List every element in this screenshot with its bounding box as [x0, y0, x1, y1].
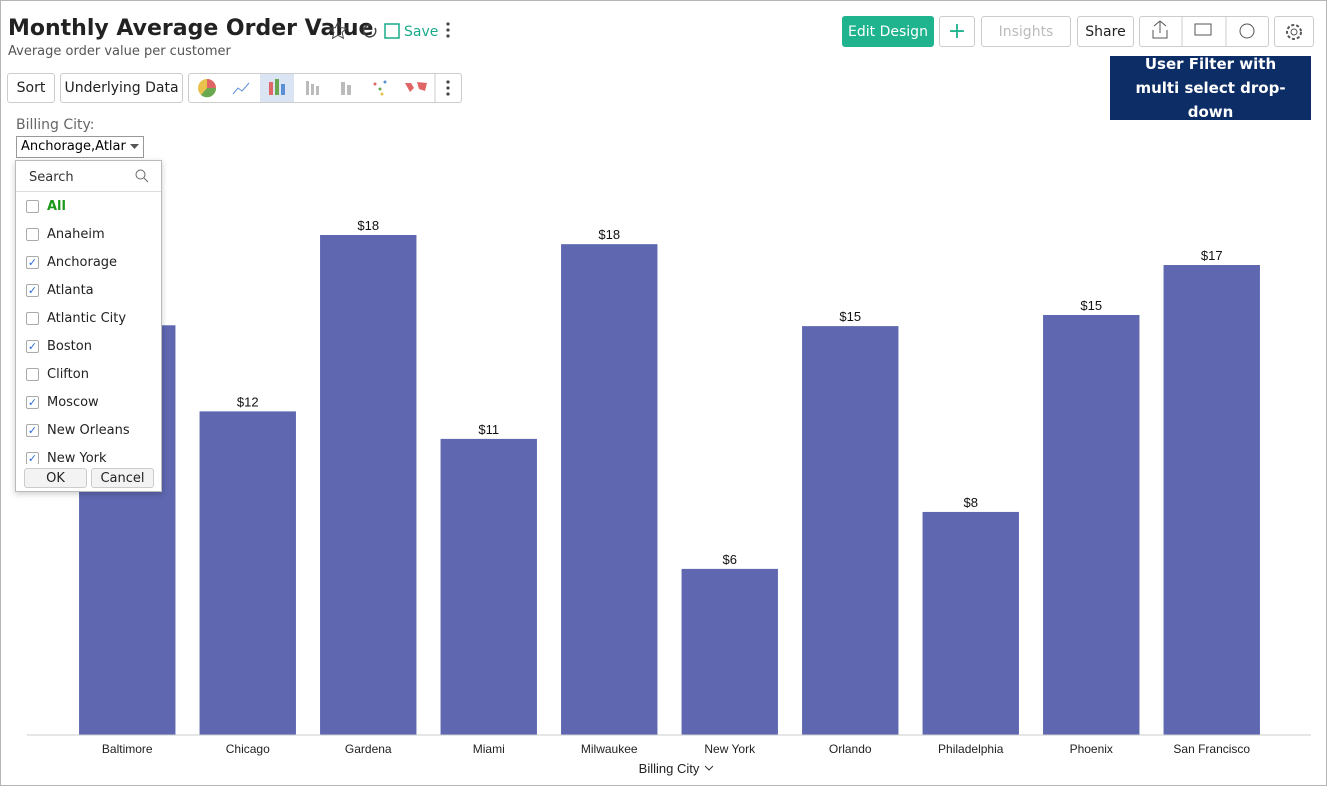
- option[interactable]: ✓ New York: [16, 444, 107, 464]
- checkbox[interactable]: [26, 311, 39, 325]
- option[interactable]: ✓ Boston: [16, 332, 92, 360]
- x-tick-label: Phoenix: [1070, 742, 1113, 756]
- option-label[interactable]: Anchorage: [47, 254, 118, 270]
- data-label: $15: [1080, 298, 1102, 313]
- checkbox[interactable]: ✓: [26, 423, 39, 437]
- checkbox[interactable]: [26, 199, 39, 213]
- option-label[interactable]: Atlanta: [47, 282, 94, 298]
- option-label[interactable]: Moscow: [47, 394, 99, 410]
- data-label: $17: [1201, 248, 1223, 263]
- option-label[interactable]: All: [47, 198, 66, 214]
- cancel-button[interactable]: Cancel: [91, 468, 154, 488]
- x-tick-label: Miami: [473, 742, 505, 756]
- x-tick-label: San Francisco: [1173, 742, 1250, 756]
- checkbox[interactable]: ✓: [26, 283, 39, 297]
- option[interactable]: All: [16, 192, 66, 220]
- bar: [681, 568, 778, 735]
- chart-type-icons[interactable]: [189, 74, 461, 102]
- data-label: $18: [598, 227, 620, 242]
- x-tick-label: Chicago: [226, 742, 270, 756]
- data-label: $15: [839, 309, 861, 324]
- option-list: All Anaheim ✓ Anchorage ✓ Atlanta Atlantic Cit…: [16, 192, 161, 464]
- checkbox[interactable]: ✓: [26, 395, 39, 409]
- option-label[interactable]: Anaheim: [47, 226, 105, 242]
- bar: [561, 244, 658, 735]
- option[interactable]: Atlantic City: [16, 304, 126, 332]
- x-tick-label: Milwaukee: [581, 742, 638, 756]
- option-label[interactable]: New York: [47, 450, 107, 465]
- checkbox[interactable]: [26, 367, 39, 381]
- underlying-data-button[interactable]: Underlying Data: [60, 73, 183, 103]
- option-label[interactable]: Atlantic City: [47, 310, 127, 326]
- insights-button[interactable]: Insights: [981, 16, 1071, 47]
- option[interactable]: Anaheim: [16, 220, 105, 248]
- annotation: User Filter with multi select drop-down: [1110, 55, 1311, 121]
- search-placeholder[interactable]: Search: [29, 170, 74, 185]
- subtitle: Average order value per customer: [8, 44, 231, 59]
- option[interactable]: ✓ Atlanta: [16, 276, 94, 304]
- settings-button[interactable]: [1274, 16, 1314, 47]
- x-tick-label: Philadelphia: [938, 742, 1004, 756]
- filter-selected[interactable]: Anchorage,Atlar: [21, 139, 126, 154]
- bar: [320, 235, 417, 735]
- data-label: $8: [964, 495, 978, 510]
- option[interactable]: Clifton: [16, 360, 89, 388]
- checkbox[interactable]: ✓: [26, 339, 39, 353]
- save-button[interactable]: Save: [404, 24, 439, 40]
- bar: [802, 326, 899, 735]
- favorite-icon[interactable]: [328, 20, 348, 40]
- add-button[interactable]: +: [939, 16, 975, 47]
- filter-select[interactable]: Anchorage,Atlar: [16, 136, 144, 158]
- x-tick-label: Baltimore: [102, 742, 153, 756]
- x-axis-chevron[interactable]: [704, 765, 714, 771]
- bar: [922, 511, 1019, 735]
- bar: [440, 438, 537, 735]
- edit-design-button[interactable]: Edit Design: [842, 16, 934, 47]
- refresh-icon[interactable]: [363, 24, 377, 38]
- option-label[interactable]: New Orleans: [47, 422, 130, 438]
- x-tick-label: Gardena: [345, 742, 392, 756]
- save-icon[interactable]: [384, 23, 400, 39]
- option[interactable]: ✓ Moscow: [16, 388, 99, 416]
- ok-button[interactable]: OK: [24, 468, 87, 488]
- filter-dropdown: Search All Anaheim ✓ Anchorage ✓ Atlanta Atlan…: [15, 160, 162, 492]
- checkbox[interactable]: ✓: [26, 255, 39, 269]
- checkbox[interactable]: [26, 227, 39, 241]
- option-label[interactable]: Boston: [47, 338, 92, 354]
- title-icons[interactable]: [327, 19, 467, 45]
- title: Monthly Average Order Value: [8, 16, 374, 41]
- option-label[interactable]: Clifton: [47, 366, 89, 382]
- data-label: $12: [237, 394, 259, 409]
- data-label: $18: [357, 218, 379, 233]
- option[interactable]: ✓ New Orleans: [16, 416, 130, 444]
- action-icons[interactable]: [1139, 16, 1269, 47]
- bar: [1163, 265, 1260, 735]
- data-label: $6: [723, 552, 737, 567]
- sort-button[interactable]: Sort: [7, 73, 55, 103]
- chart-type-switcher[interactable]: [188, 73, 462, 103]
- share-button[interactable]: Share: [1077, 16, 1134, 47]
- data-label: $11: [478, 422, 499, 437]
- search-box[interactable]: Search: [16, 161, 161, 192]
- option[interactable]: ✓ Anchorage: [16, 248, 117, 276]
- checkbox[interactable]: ✓: [26, 451, 39, 464]
- x-axis-title[interactable]: Billing City: [639, 761, 700, 776]
- bar: [199, 411, 296, 735]
- action-icons-svg[interactable]: [1140, 17, 1268, 46]
- x-tick-label: Orlando: [829, 742, 872, 756]
- bar: [1043, 315, 1140, 735]
- x-tick-label: New York: [704, 742, 756, 756]
- filter-label: Billing City:: [16, 117, 95, 133]
